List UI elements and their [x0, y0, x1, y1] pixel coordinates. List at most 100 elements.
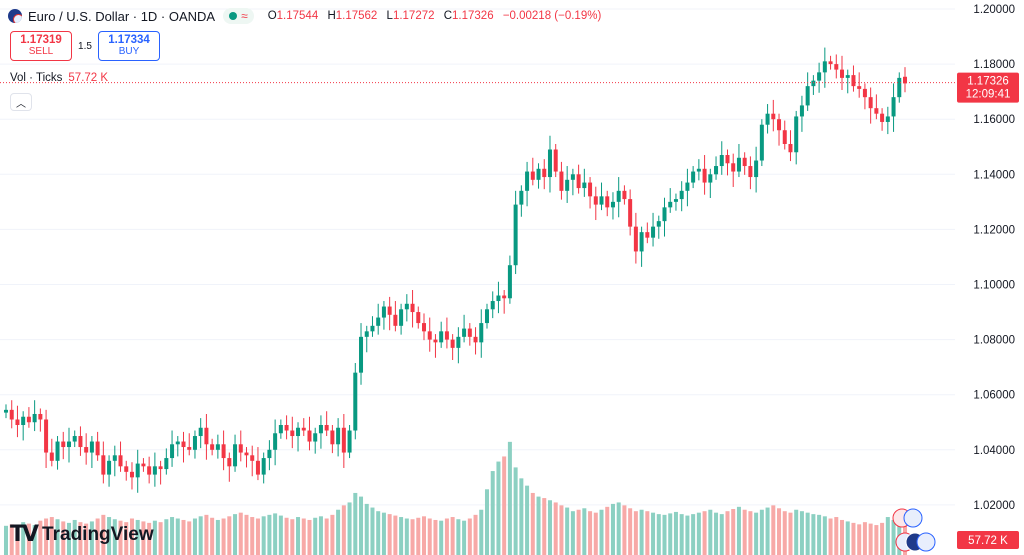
globe-icon[interactable]: [903, 508, 923, 528]
candle-body: [416, 312, 421, 324]
price-axis[interactable]: 1.02000 1.04000 1.06000 1.08000 1.10000 1.120…: [973, 4, 1015, 512]
spread-value: 1.5: [78, 40, 92, 52]
volume-bar: [38, 520, 43, 555]
symbol-title[interactable]: Euro / U.S. Dollar · 1D · OANDA: [28, 8, 216, 24]
volume-bar: [811, 514, 816, 555]
candles: [3, 47, 908, 493]
volume-bar: [519, 478, 524, 555]
candle-body: [622, 190, 627, 200]
volume-bar: [124, 522, 129, 555]
candle-body: [347, 430, 352, 453]
volume-bar: [313, 517, 318, 555]
candle-body: [725, 155, 730, 164]
volume-bar: [450, 517, 455, 555]
candle-body: [582, 182, 587, 189]
trade-panel: 1.17319 SELL 1.5 1.17334 BUY: [10, 31, 160, 61]
candle-body: [817, 72, 822, 81]
candle-body: [742, 157, 747, 167]
gridlines: [0, 8, 955, 506]
volume-bar: [628, 508, 633, 555]
candle-body: [152, 466, 157, 475]
volume-label: Vol · Ticks: [10, 72, 63, 84]
candle-body: [341, 427, 346, 453]
candle-body: [261, 458, 266, 475]
candle-body: [490, 301, 495, 310]
volume-legend[interactable]: Vol · Ticks 57.72 K: [10, 72, 108, 84]
candle-body: [381, 306, 386, 318]
candle-body: [44, 419, 49, 453]
volume-bar: [536, 496, 541, 555]
candle-body: [376, 317, 381, 326]
candle-body: [639, 232, 644, 252]
buy-button[interactable]: 1.17334 BUY: [98, 31, 160, 61]
volume-bar: [484, 489, 489, 555]
volume-bar: [742, 509, 747, 555]
volume-bar: [238, 512, 243, 555]
volume-bar: [645, 511, 650, 555]
tradingview-logo[interactable]: TV TradingView: [10, 522, 154, 547]
candle-body: [484, 309, 489, 324]
candle-body: [736, 157, 741, 172]
volume-bar: [805, 512, 810, 555]
candle-body: [370, 325, 375, 332]
volume-bar: [702, 511, 707, 555]
volume-bar: [175, 518, 180, 555]
candle-body: [129, 471, 134, 478]
candle-body: [399, 309, 404, 326]
volume-bar: [507, 441, 512, 555]
candle-body: [175, 441, 180, 445]
volume-bar: [404, 518, 409, 555]
candle-body: [450, 339, 455, 348]
volume-bar: [15, 527, 20, 555]
candle-body: [118, 455, 123, 467]
y-tick-label: 1.06000: [973, 390, 1015, 402]
candle-body: [32, 413, 37, 423]
candle-body: [553, 149, 558, 172]
volume-bar: [467, 518, 472, 555]
candle-body: [765, 113, 770, 125]
volume-bar: [387, 514, 392, 555]
volume-bar: [582, 508, 587, 555]
candle-body: [679, 190, 684, 200]
sell-label: SELL: [28, 46, 54, 57]
volume-bar: [862, 522, 867, 555]
candle-body: [250, 455, 255, 461]
candle-body: [805, 86, 810, 106]
candle-body: [891, 97, 896, 117]
volume-bar: [95, 518, 100, 555]
volume-bar: [777, 508, 782, 555]
y-tick-label: 1.18000: [973, 59, 1015, 71]
volume-bar: [284, 517, 289, 555]
volume-bar: [570, 511, 575, 555]
volume-bar: [422, 516, 427, 555]
volume-bar: [599, 509, 604, 555]
candle-body: [330, 430, 335, 445]
candle-body: [221, 444, 226, 459]
candle-body: [210, 444, 215, 450]
candle-body: [387, 306, 392, 315]
candle-body: [3, 409, 9, 413]
candle-body: [708, 174, 713, 183]
volume-bar: [433, 519, 438, 555]
volume-bar: [633, 511, 638, 555]
volume-bar: [341, 505, 346, 555]
globe-icon-2[interactable]: [916, 532, 936, 552]
sell-button[interactable]: 1.17319 SELL: [10, 31, 72, 61]
volume-bar: [565, 507, 570, 555]
market-status-badge[interactable]: ≈: [223, 8, 254, 24]
collapse-legend-button[interactable]: ︿: [10, 93, 32, 111]
candle-body: [467, 328, 472, 337]
volume-value: 57.72 K: [68, 72, 109, 84]
candle-body: [444, 331, 449, 340]
sell-price: 1.17319: [20, 34, 62, 46]
candle-body: [215, 444, 220, 450]
event-icons[interactable]: [892, 508, 936, 552]
volume-bar: [370, 507, 375, 555]
volume-bar: [301, 518, 306, 555]
volume-bar: [668, 513, 673, 555]
candle-body: [633, 226, 638, 252]
volume-value-tag: 57.72 K: [957, 531, 1019, 549]
candle-body: [313, 433, 318, 442]
candle-body: [874, 108, 879, 114]
